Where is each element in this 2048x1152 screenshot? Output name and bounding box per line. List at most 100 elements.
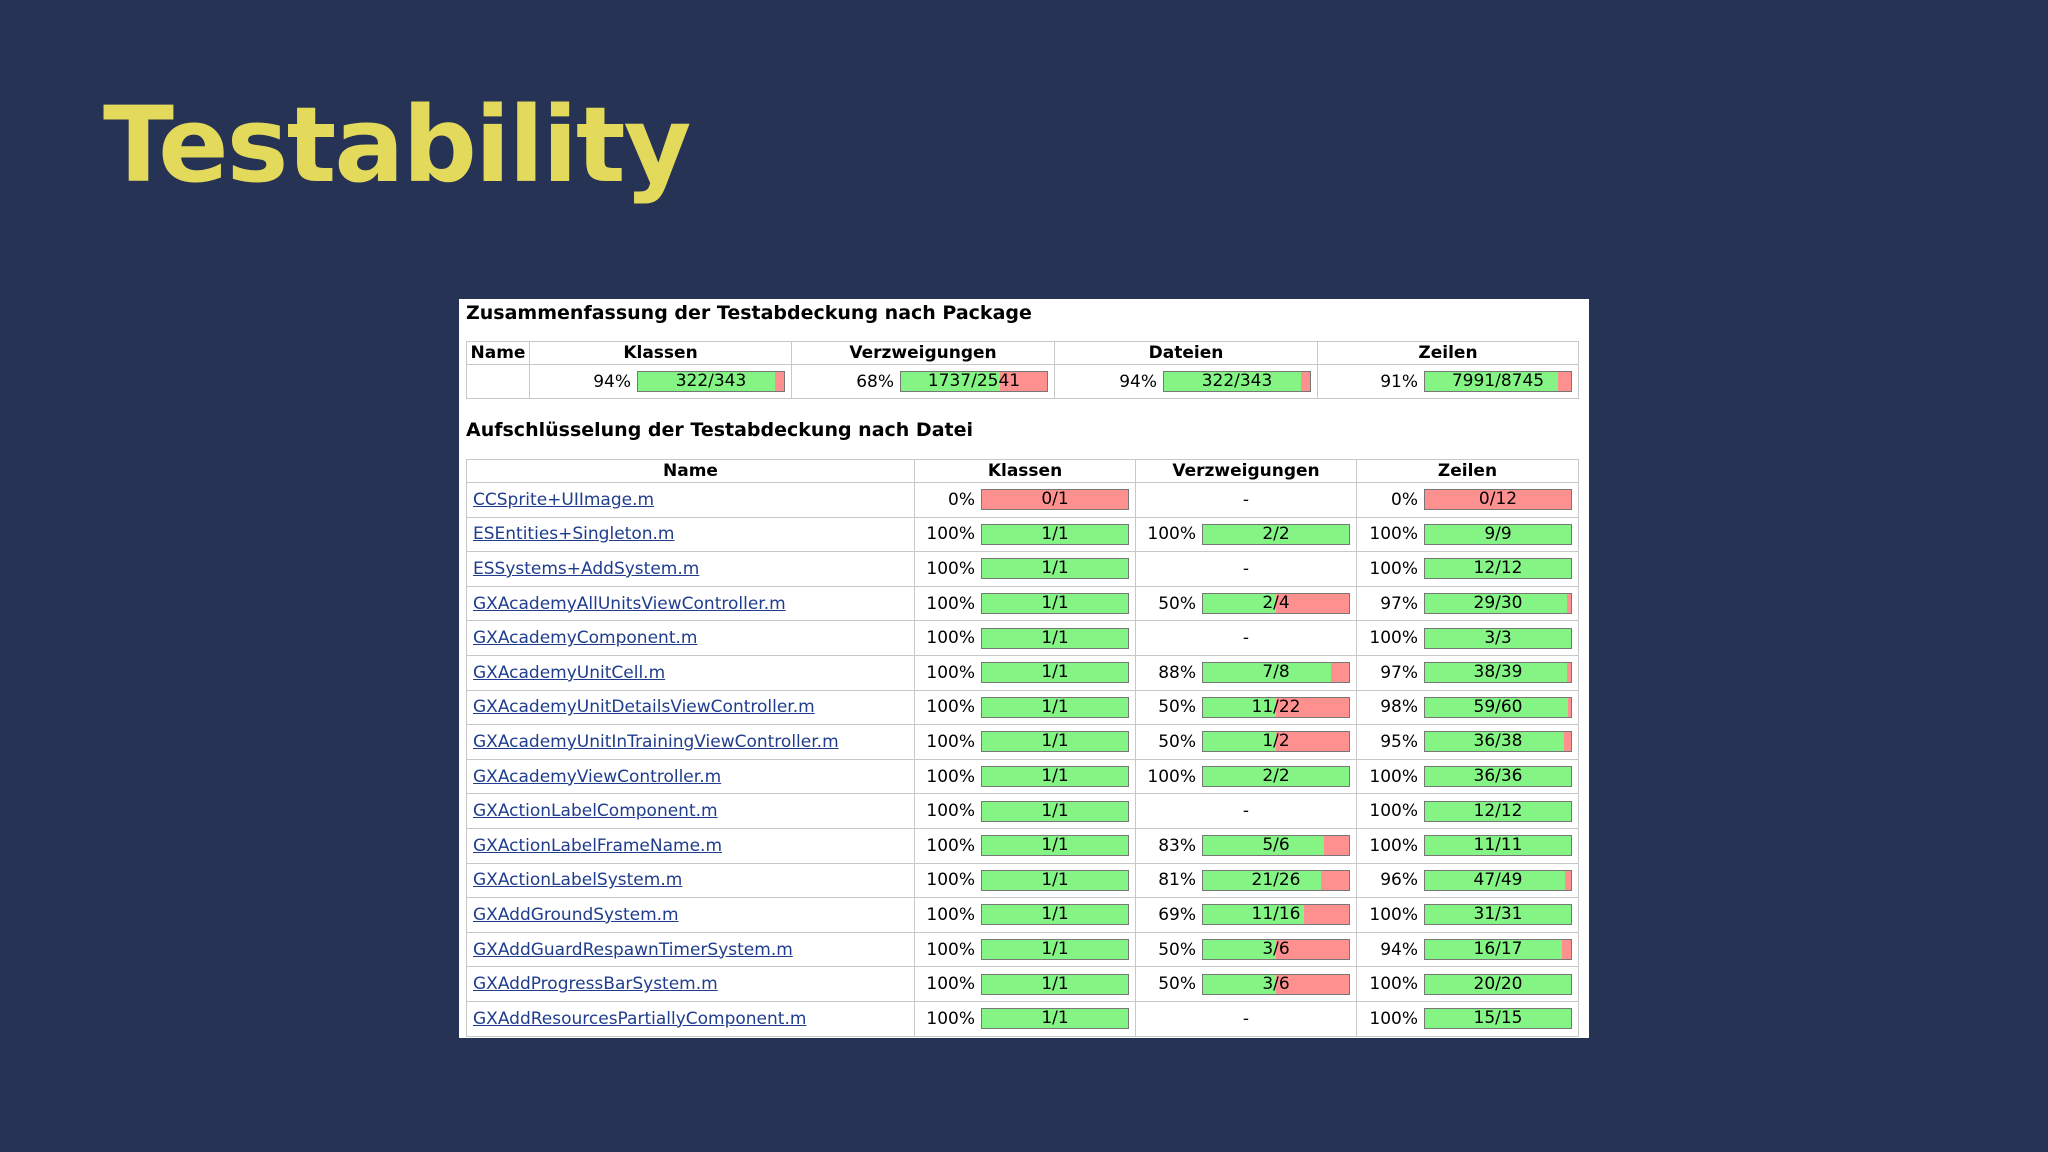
summary-verzweigungen-percent: 68% [856,371,894,392]
klassen-coverage-label: 1/1 [1041,662,1069,683]
zeilen-cell: 100% 11/11 [1356,827,1579,864]
summary-dateien-coverage-fill [1164,372,1302,391]
zeilen-coverage-fill [1425,628,1571,648]
file-link[interactable]: GXAddResourcesPartiallyComponent.m [473,1008,807,1029]
table-row: ESEntities+Singleton.m 100% 1/1 100% 2/2 100%… [466,516,1579,553]
verzweigungen-coverage-bar: 7/8 [1202,662,1350,684]
klassen-coverage-label: 1/1 [1041,593,1069,614]
zeilen-percent: 100% [1369,801,1418,822]
verzweigungen-cell: 100% 2/2 [1135,516,1357,553]
file-link[interactable]: GXActionLabelFrameName.m [473,835,723,856]
verzweigungen-cell: 50% 1/2 [1135,724,1357,760]
summary-verzweigungen-coverage-label: 1737/2541 [927,371,1021,391]
klassen-cell: 0% 0/1 [914,482,1136,518]
verzweigungen-percent: 88% [1158,662,1196,683]
klassen-percent: 100% [926,835,975,856]
verzweigungen-coverage-fill [1203,905,1304,925]
klassen-percent: 0% [948,489,975,510]
summary-dateien-percent: 94% [1119,371,1157,392]
file-link[interactable]: GXActionLabelComponent.m [473,801,718,822]
klassen-coverage-bar: 1/1 [981,904,1129,926]
zeilen-percent: 100% [1369,628,1418,649]
zeilen-coverage-fill [1425,524,1571,544]
klassen-coverage-fill [982,801,1128,821]
verzweigungen-coverage-fill [1203,732,1276,752]
file-link[interactable]: GXAcademyUnitCell.m [473,662,666,683]
klassen-coverage-label: 1/1 [1041,731,1069,752]
summary-header-dateien: Dateien [1054,341,1318,365]
summary-zeilen-cell: 91% 7991/8745 [1317,364,1579,399]
klassen-cell: 100% 1/1 [914,551,1136,587]
klassen-cell: 100% 1/1 [914,724,1136,760]
file-link[interactable]: GXAcademyUnitInTrainingViewController.m [473,731,839,752]
file-link[interactable]: CCSprite+UIImage.m [473,489,655,510]
klassen-coverage-label: 1/1 [1041,696,1069,717]
file-link[interactable]: ESEntities+Singleton.m [473,524,675,545]
file-name-cell: GXActionLabelComponent.m [466,793,915,829]
file-link[interactable]: GXAcademyViewController.m [473,766,722,787]
zeilen-coverage-fill [1425,940,1563,960]
file-name-cell: GXAcademyUnitCell.m [466,654,915,691]
file-link[interactable]: GXAcademyComponent.m [473,628,698,649]
file-link[interactable]: GXActionLabelSystem.m [473,870,683,891]
slide-title: Testability [103,84,691,206]
zeilen-cell: 98% 59/60 [1356,689,1579,726]
table-row: GXActionLabelComponent.m 100% 1/1-100% 12/1… [466,793,1579,829]
verzweigungen-coverage-bar: 11/22 [1202,696,1350,718]
file-name-cell: GXAddProgressBarSystem.m [466,966,915,1002]
zeilen-cell: 100% 12/12 [1356,793,1579,829]
klassen-percent: 100% [926,904,975,925]
zeilen-coverage-bar: 3/3 [1424,627,1572,649]
zeilen-percent: 95% [1380,731,1418,752]
zeilen-cell: 100% 3/3 [1356,620,1579,656]
klassen-coverage-fill [982,940,1128,960]
klassen-coverage-label: 0/1 [1041,489,1069,510]
file-link[interactable]: GXAcademyUnitDetailsViewController.m [473,697,815,718]
verzweigungen-percent: 100% [1147,524,1196,545]
summary-verzweigungen-coverage-fill [901,372,1001,391]
verzweigungen-cell: 69% 11/16 [1135,897,1357,933]
klassen-coverage-label: 1/1 [1041,869,1069,890]
zeilen-cell: 100% 36/36 [1356,758,1579,795]
klassen-coverage-label: 1/1 [1041,973,1069,994]
table-row: GXAcademyViewController.m 100% 1/1 100% 2/2 1… [466,758,1579,795]
file-link[interactable]: GXAddGuardRespawnTimerSystem.m [473,939,793,960]
zeilen-coverage-label: 20/20 [1473,973,1523,994]
verzweigungen-coverage-fill [1203,594,1276,614]
verzweigungen-coverage-label: 5/6 [1262,835,1290,856]
verzweigungen-coverage-label: 2/2 [1262,523,1290,544]
zeilen-coverage-label: 0/12 [1478,489,1518,510]
klassen-coverage-label: 1/1 [1041,627,1069,648]
verzweigungen-empty: - [1135,793,1357,829]
file-link[interactable]: GXAddProgressBarSystem.m [473,974,718,995]
zeilen-percent: 0% [1391,489,1418,510]
summary-zeilen-percent: 91% [1380,371,1418,392]
zeilen-coverage-bar: 15/15 [1424,1008,1572,1030]
table-row: GXActionLabelFrameName.m 100% 1/1 83% 5/6 100… [466,827,1579,864]
zeilen-cell: 94% 16/17 [1356,931,1579,968]
zeilen-coverage-bar: 12/12 [1424,558,1572,580]
zeilen-percent: 97% [1380,662,1418,683]
klassen-cell: 100% 1/1 [914,758,1136,795]
klassen-coverage-label: 1/1 [1041,835,1069,856]
verzweigungen-coverage-fill [1203,836,1325,856]
summary-header-name: Name [466,341,530,365]
verzweigungen-empty: - [1135,551,1357,587]
klassen-coverage-bar: 1/1 [981,662,1129,684]
verzweigungen-coverage-label: 1/2 [1262,731,1290,752]
file-link[interactable]: GXAcademyAllUnitsViewController.m [473,593,786,614]
klassen-cell: 100% 1/1 [914,620,1136,656]
klassen-coverage-bar: 1/1 [981,523,1129,545]
verzweigungen-coverage-label: 3/6 [1262,939,1290,960]
zeilen-coverage-label: 31/31 [1473,904,1523,925]
file-link[interactable]: GXAddGroundSystem.m [473,904,679,925]
file-link[interactable]: ESSystems+AddSystem.m [473,558,700,579]
verzweigungen-empty: - [1135,620,1357,656]
summary-verzweigungen-cell: 68% 1737/2541 [791,364,1055,399]
zeilen-coverage-label: 9/9 [1484,523,1512,544]
zeilen-percent: 100% [1369,904,1418,925]
klassen-coverage-fill [982,974,1128,994]
table-row: GXAcademyComponent.m 100% 1/1-100% 3/3 [466,620,1579,656]
klassen-cell: 100% 1/1 [914,654,1136,691]
table-row: GXAddResourcesPartiallyComponent.m 100% 1/… [466,1000,1579,1037]
